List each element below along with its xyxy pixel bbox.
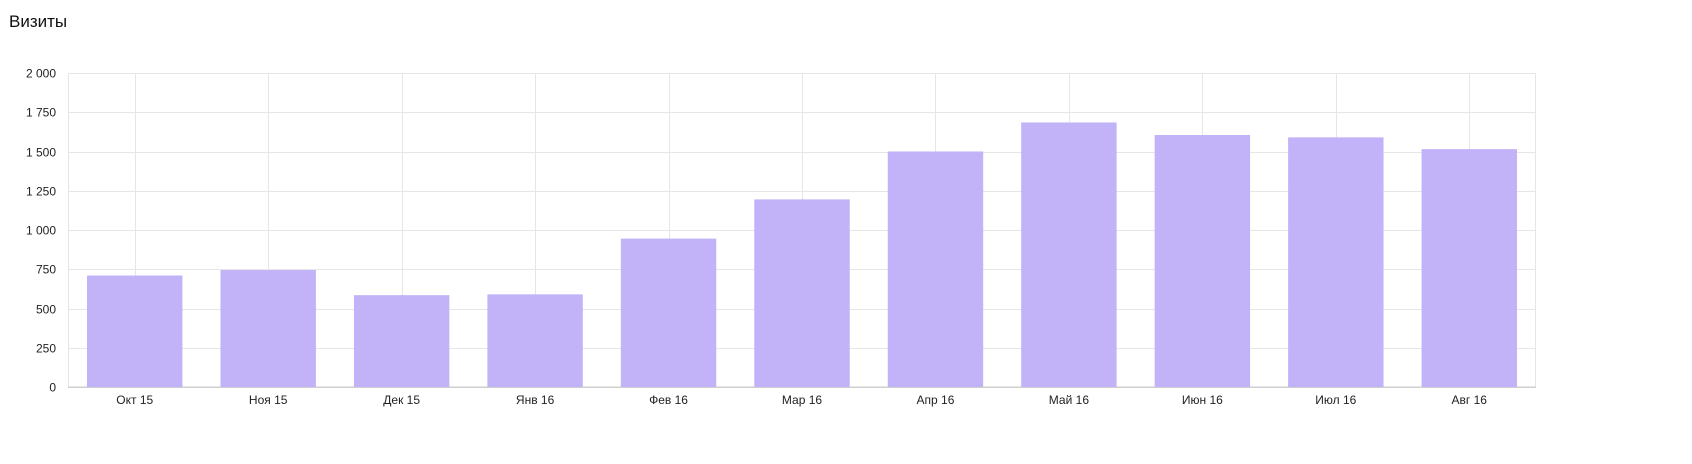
bar[interactable] [353, 295, 450, 387]
bar[interactable] [1421, 149, 1517, 387]
y-tick-label: 0 [49, 381, 56, 395]
x-tick-label: Июл 16 [1315, 393, 1356, 407]
bar[interactable] [87, 275, 183, 387]
bar[interactable] [1288, 137, 1384, 387]
y-tick-label: 750 [36, 263, 56, 277]
bar[interactable] [220, 270, 316, 387]
y-tick-label: 1 000 [26, 224, 56, 238]
bar[interactable] [887, 151, 984, 388]
bar[interactable] [1021, 122, 1117, 387]
bars [87, 122, 1517, 387]
y-tick-label: 1 500 [26, 146, 56, 160]
chart-title: Визиты [9, 12, 68, 31]
x-tick-label: Июн 16 [1182, 393, 1223, 407]
bar[interactable] [1154, 135, 1251, 387]
x-tick-label: Окт 15 [116, 393, 153, 407]
y-tick-label: 2 000 [26, 67, 56, 81]
y-tick-label: 1 750 [26, 106, 56, 120]
y-axis-ticks: 0 250 500 750 1 000 1 250 1 500 1 750 2 000 [26, 67, 56, 395]
x-axis-ticks: Окт 15 Ноя 15 Дек 15 Янв 16 Фев 16 Мар 16 Апр … [116, 393, 1487, 407]
x-tick-label: Авг 16 [1452, 393, 1488, 407]
y-tick-label: 1 250 [26, 185, 56, 199]
x-tick-label: Ноя 15 [249, 393, 288, 407]
bar[interactable] [754, 199, 850, 387]
y-tick-label: 500 [36, 303, 56, 317]
x-tick-label: Дек 15 [383, 393, 420, 407]
x-tick-label: Май 16 [1049, 393, 1090, 407]
bar[interactable] [487, 294, 583, 387]
x-tick-label: Мар 16 [782, 393, 822, 407]
x-tick-label: Янв 16 [516, 393, 555, 407]
x-tick-label: Апр 16 [917, 393, 955, 407]
bar[interactable] [620, 238, 717, 387]
y-tick-label: 250 [36, 342, 56, 356]
x-tick-label: Фев 16 [649, 393, 688, 407]
